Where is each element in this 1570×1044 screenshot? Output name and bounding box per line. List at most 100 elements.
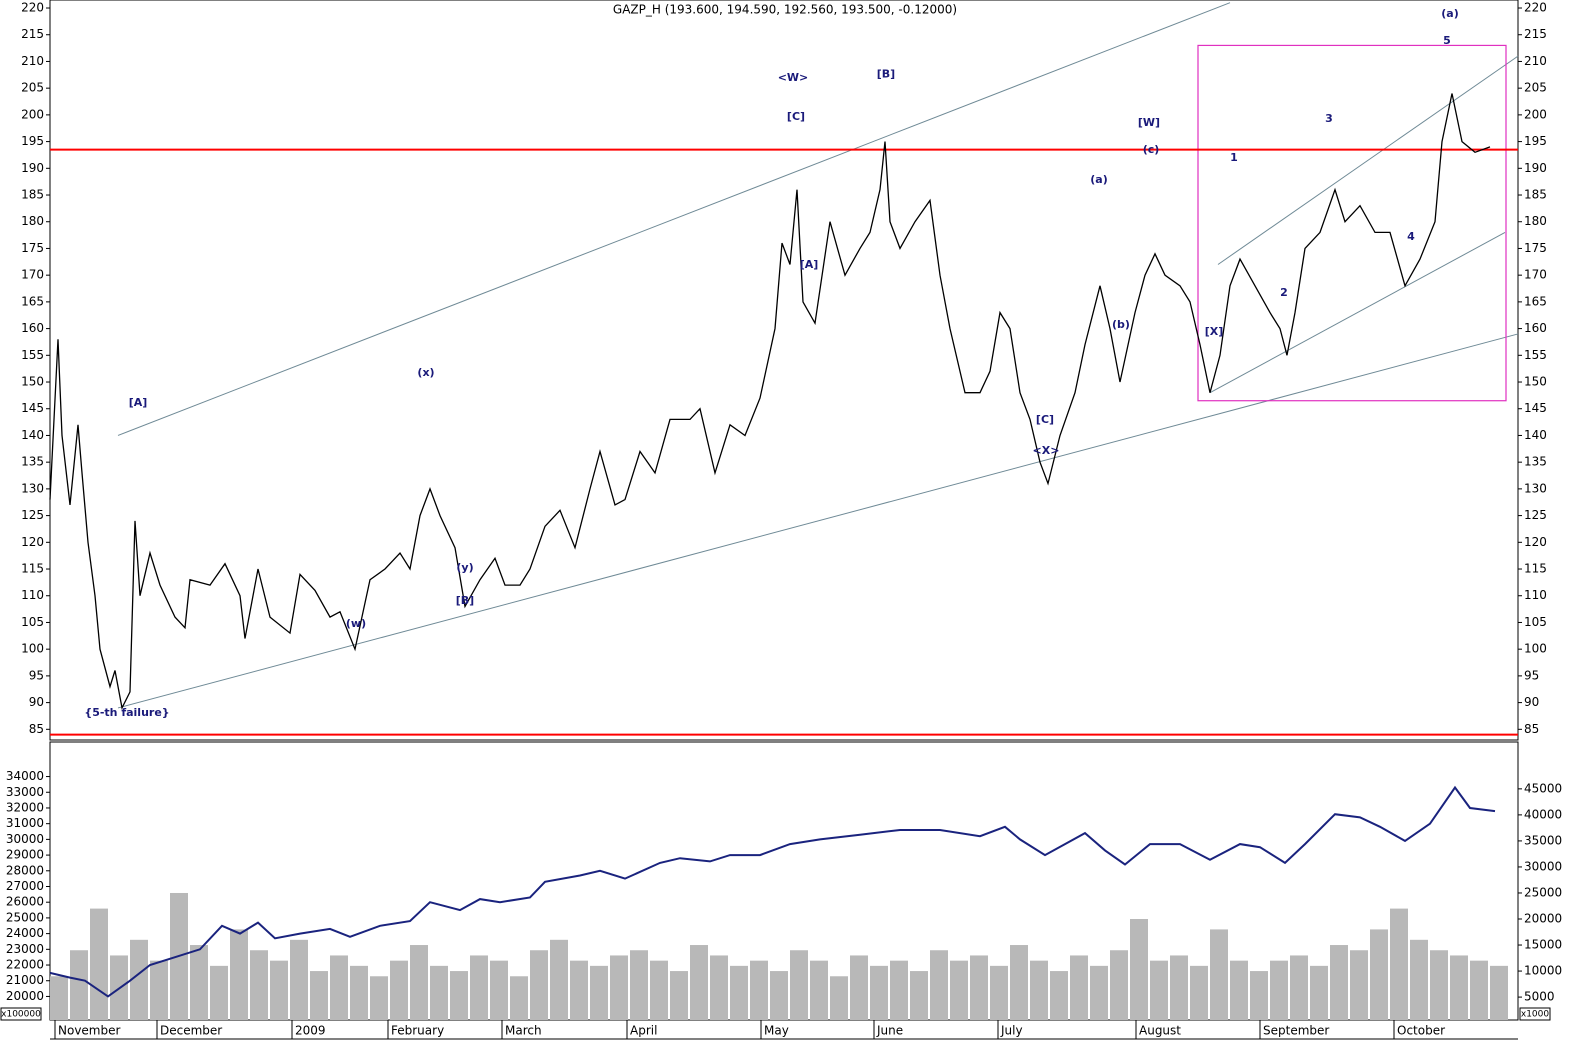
y2-tick-label: 110 [1524,588,1547,602]
y-tick-label: 110 [21,588,44,602]
volume-bar [570,960,588,1020]
y-tick-label: 28000 [6,863,44,877]
y-tick-label: 34000 [6,769,44,783]
volume-bar [1310,965,1328,1020]
y2-tick-label: 40000 [1524,807,1562,821]
multiplier-box [0,1007,42,1021]
y2-tick-label: 105 [1524,615,1547,629]
y2-tick-label: 120 [1524,535,1547,549]
y2-tick-label: 215 [1524,27,1547,41]
y2-tick-label: 15000 [1524,938,1562,952]
x-tick-label: November [58,1024,120,1038]
y-tick-label: 160 [21,321,44,335]
y-multiplier: x100000 [1,1010,41,1020]
y-tick-label: 32000 [6,800,44,814]
volume-bar [490,960,508,1020]
x-tick-label: September [1263,1024,1329,1038]
y-tick-label: 22000 [6,958,44,972]
y-tick-label: 200 [21,107,44,121]
y2-tick-label: 35000 [1524,833,1562,847]
y2-tick-label: 160 [1524,321,1547,335]
wave-label: (b) [1112,318,1130,331]
volume-bar [1390,908,1408,1020]
volume-bar [70,950,88,1020]
y2-tick-label: 130 [1524,481,1547,495]
y-tick-label: 170 [21,268,44,282]
y-tick-label: 21000 [6,973,44,987]
volume-bar [1110,950,1128,1020]
y-tick-label: 25000 [6,910,44,924]
y2-tick-label: 170 [1524,268,1547,282]
trendline [1217,55,1519,265]
y-tick-label: 26000 [6,895,44,909]
x-tick-label: February [391,1024,444,1038]
trendline [1209,231,1506,394]
y2-tick-label: 205 [1524,81,1547,95]
volume-bar [370,976,388,1020]
volume-bar [450,971,468,1020]
volume-bar [1230,960,1248,1020]
volume-bar [1050,971,1068,1020]
y-tick-label: 100 [21,642,44,656]
volume-bar [990,965,1008,1020]
y2-tick-label: 155 [1524,348,1547,362]
wave-label: 5 [1443,34,1451,47]
y2-tick-label: 25000 [1524,885,1562,899]
volume-bar [390,960,408,1020]
volume-bar [1170,955,1188,1020]
volume-bar [50,976,68,1020]
wave-label: (c) [1143,143,1160,156]
volume-bar [1250,971,1268,1020]
volume-bar [1350,950,1368,1020]
y-tick-label: 185 [21,188,44,202]
volume-bar [670,971,688,1020]
y-tick-label: 27000 [6,879,44,893]
volume-bar [750,960,768,1020]
volume-bar [1010,945,1028,1020]
y2-tick-label: 220 [1524,1,1547,15]
y2-multiplier: x1000 [1521,1010,1550,1020]
y-tick-label: 31000 [6,816,44,830]
wave-label: (y) [456,561,473,574]
volume-bar [230,929,248,1020]
wave-label: [B] [877,67,895,80]
y-tick-label: 85 [29,722,44,736]
x-tick-label: May [764,1024,789,1038]
y-tick-label: 180 [21,214,44,228]
wave-label: [A] [800,258,819,271]
plot-frame [49,0,1519,741]
volume-bar [1430,950,1448,1020]
volume-bar [1030,960,1048,1020]
y2-tick-label: 185 [1524,188,1547,202]
y-tick-label: 23000 [6,942,44,956]
y2-tick-label: 10000 [1524,964,1562,978]
y-tick-label: 120 [21,535,44,549]
y-tick-label: 140 [21,428,44,442]
volume-bar [310,971,328,1020]
y2-tick-label: 5000 [1524,990,1555,1004]
volume-bar [650,960,668,1020]
wave-label: (x) [417,366,434,379]
volume-bar [250,950,268,1020]
y-tick-label: 115 [21,562,44,576]
y-tick-label: 205 [21,81,44,95]
multiplier-box [1519,1007,1551,1021]
volume-bar [210,965,228,1020]
y-tick-label: 155 [21,348,44,362]
x-tick-label: June [876,1024,903,1038]
wave-label: [W] [1138,116,1160,129]
x-tick-label: December [160,1024,222,1038]
wave-label: [X] [1205,325,1224,338]
y2-tick-label: 145 [1524,401,1547,415]
y2-tick-label: 95 [1524,668,1539,682]
y2-tick-label: 200 [1524,107,1547,121]
volume-bar [970,955,988,1020]
y-tick-label: 175 [21,241,44,255]
volume-bar [1450,955,1468,1020]
y-tick-label: 125 [21,508,44,522]
wave-label: 2 [1280,286,1288,299]
y2-tick-label: 85 [1524,722,1539,736]
volume-bar [690,945,708,1020]
volume-bar [910,971,928,1020]
